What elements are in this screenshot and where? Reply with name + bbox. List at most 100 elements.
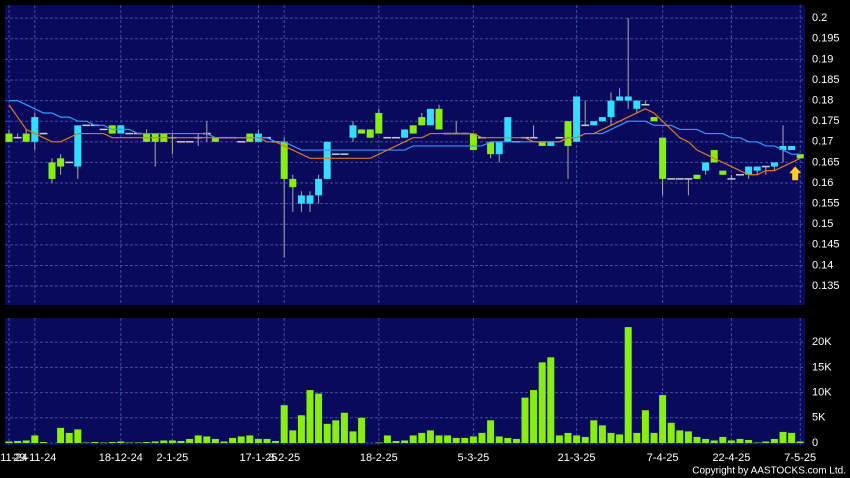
volume-bar [392, 440, 400, 443]
volume-bar [177, 440, 185, 443]
volume-bar [74, 429, 82, 443]
volume-bar [659, 395, 667, 443]
volume-bar [573, 435, 581, 443]
candle-body [211, 137, 219, 142]
volume-bar [332, 420, 340, 443]
candle-body [426, 108, 434, 126]
volume-bar [538, 362, 546, 443]
y-tick-label: 0.195 [812, 33, 840, 45]
y-tick-label: 15K [812, 361, 832, 373]
volume-panel [5, 318, 805, 445]
volume-bar [512, 438, 520, 443]
candle-body [323, 141, 331, 179]
volume-bar [461, 437, 469, 443]
volume-bar [426, 430, 434, 443]
volume-bar [323, 423, 331, 443]
volume-bar [452, 437, 460, 443]
y-tick-label: 0.135 [812, 280, 840, 292]
candle-body [616, 96, 624, 101]
volume-bar [770, 438, 778, 443]
volume-bar [65, 432, 73, 443]
candle-body [598, 117, 606, 122]
y-tick-label: 0.165 [812, 156, 840, 168]
candle-body [710, 150, 718, 163]
volume-bar [340, 412, 348, 443]
volume-bar [487, 420, 495, 443]
candle-body [624, 96, 632, 101]
candle-body [538, 141, 546, 146]
x-tick-label: 18-2-25 [360, 452, 398, 464]
volume-bar [160, 440, 168, 443]
candle-body [366, 129, 374, 138]
y-tick-label: 0 [812, 437, 818, 449]
y-tick-label: 0.175 [812, 115, 840, 127]
copyright: Copyright by AASTOCKS.com Ltd. [692, 466, 846, 477]
volume-bar [521, 397, 529, 443]
candle-body [753, 166, 761, 171]
candle-body [788, 145, 796, 151]
arrow-icon [789, 166, 802, 181]
volume-bar [547, 357, 555, 443]
candle-body [31, 117, 39, 142]
volume-bar [504, 437, 512, 443]
candle-body [650, 117, 658, 122]
volume-bar [796, 441, 804, 443]
price-panel [5, 5, 805, 305]
volume-bar [280, 405, 288, 443]
volume-bar [31, 435, 39, 443]
volume-bar [5, 441, 13, 443]
volume-bar [435, 435, 443, 443]
volume-bar [676, 430, 684, 443]
candle-body [770, 162, 778, 167]
volume-bar [134, 442, 142, 443]
volume-bar [100, 442, 108, 443]
volume-bar [607, 432, 615, 443]
volume-bar [39, 441, 47, 443]
y-tick-label: 0.18 [812, 95, 833, 107]
volume-bar [57, 427, 65, 443]
volume-bar [779, 431, 787, 443]
volume-bar [237, 436, 245, 443]
candle-body [57, 158, 65, 167]
volume-bar [289, 430, 297, 443]
volume-bar [409, 435, 417, 443]
candle-body [358, 129, 366, 134]
volume-bar [272, 440, 280, 443]
candle-body [590, 121, 598, 126]
candle-body [418, 117, 426, 126]
y-tick-label: 0.2 [812, 12, 827, 24]
volume-bar [108, 441, 116, 443]
volume-bar [186, 438, 194, 443]
candle-body [74, 125, 82, 167]
volume-bar [667, 422, 675, 443]
candle-body [702, 162, 710, 171]
candle-body [5, 133, 13, 142]
volume-bar [297, 415, 305, 443]
candle-body [289, 178, 297, 188]
y-tick-label: 0.19 [812, 53, 833, 65]
candle-body [315, 178, 323, 196]
candle-body [349, 125, 357, 138]
x-tick-label: 7-4-25 [647, 452, 679, 464]
y-tick-label: 20K [812, 336, 832, 348]
volume-bar [624, 327, 632, 443]
candle-body [297, 195, 305, 204]
volume-bar [710, 440, 718, 443]
candle-body [22, 133, 30, 142]
volume-bar [564, 432, 572, 443]
candle-body [280, 141, 288, 179]
volume-bar [788, 432, 796, 443]
volume-bar [91, 441, 99, 443]
x-tick-label: 21-3-25 [558, 452, 596, 464]
candle-body [409, 125, 417, 134]
volume-bar [641, 410, 649, 443]
volume-bar [478, 432, 486, 443]
volume-bar [82, 442, 90, 443]
volume-bar [444, 435, 452, 443]
volume-bar [125, 442, 133, 443]
x-tick-label: 7-5-25 [784, 452, 816, 464]
x-tick-label: 5-3-25 [458, 452, 490, 464]
volume-bar [702, 438, 710, 443]
candle-body [779, 145, 787, 151]
